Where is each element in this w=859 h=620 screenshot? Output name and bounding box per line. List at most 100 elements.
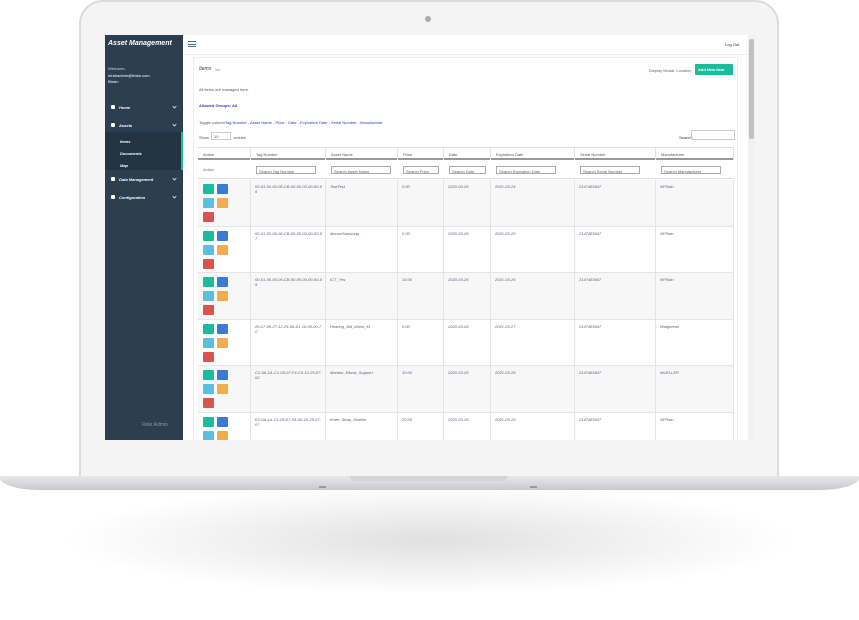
header-cell[interactable]: Price (398, 148, 444, 160)
menu-item[interactable]: Data Management (119, 177, 154, 182)
filter-input[interactable]: Search Manufacturer (661, 166, 721, 174)
submenu-bg (105, 132, 183, 170)
cell-text: 10.00 (402, 277, 413, 282)
filter-input[interactable]: Search Asset Name (331, 166, 391, 174)
table-cell: 2020-03-26 (444, 226, 491, 273)
menu-item[interactable]: Documents (120, 151, 142, 156)
cell-text: 2020-03-26 (448, 277, 469, 282)
table-cell: 2020-03-26 (444, 319, 491, 366)
cell-text: Walgreens (660, 323, 680, 329)
action-button[interactable] (217, 230, 228, 241)
menu-item[interactable]: Map (120, 163, 128, 168)
search-input[interactable] (691, 130, 735, 140)
filter-placeholder: Search Asset Name (334, 168, 370, 174)
action-button[interactable] (217, 184, 228, 194)
screen: Asset Management Welcome, ntrahadmin@trt… (105, 35, 755, 440)
add-button-label: Add New Item (698, 67, 725, 72)
filter-input[interactable]: Search Date (449, 166, 486, 174)
action-button[interactable] (203, 198, 214, 208)
display-modal[interactable]: Display Modal: Location (649, 68, 692, 73)
chevron (172, 104, 177, 109)
action-button[interactable] (203, 258, 214, 269)
action-button[interactable] (203, 244, 214, 255)
action-button[interactable] (217, 198, 228, 208)
menu-item[interactable]: Items (120, 139, 131, 144)
chevron (172, 176, 177, 181)
action-button[interactable] (217, 277, 228, 287)
user-email: ntrahadmin@trtain.com (108, 73, 150, 78)
action-button[interactable] (203, 305, 214, 315)
app-title: Asset Management (108, 40, 172, 47)
action-button[interactable] (203, 212, 214, 222)
table-cell: ICT_Yes (326, 273, 398, 320)
action-button[interactable] (203, 398, 214, 408)
table-cell: 2020-03-26 (444, 180, 491, 227)
cell-text: 2147483647 (579, 323, 602, 329)
filter-placeholder: Search Serial Number (583, 168, 623, 174)
action-button[interactable] (217, 370, 228, 380)
header-cell[interactable]: Asset Name (326, 148, 398, 160)
filter-input[interactable]: Search Expiration Date (496, 166, 556, 174)
toggle-links[interactable]: Tag Number - Asset Name - Price - Date -… (225, 120, 383, 125)
header-cell[interactable]: Serial Number (575, 148, 656, 160)
filter-placeholder: Search Date (452, 168, 475, 174)
cell-text: 0.00 (402, 230, 410, 236)
menu-toggle[interactable] (188, 41, 196, 47)
cell-text: NFRain (660, 416, 674, 422)
action-button[interactable] (203, 323, 214, 334)
action-button[interactable] (203, 430, 214, 440)
header-cell[interactable]: Action (198, 148, 251, 160)
table-cell: MUELLER (656, 366, 734, 413)
table-cell: 2020-03-26 (444, 366, 491, 413)
header-cell[interactable]: Tag Number (251, 148, 326, 160)
table-row: 00-01-00-00-06-CB-00-00-00-00-00-07 Mouse… (198, 226, 734, 273)
action-button[interactable] (203, 384, 214, 394)
table-cell: 2147483647 (575, 273, 656, 320)
table-cell: 2021-03-29 (491, 412, 575, 440)
cell-text: 2020-03-26 (448, 184, 469, 189)
action-button[interactable] (217, 430, 228, 440)
menu-item[interactable]: Assets (119, 123, 133, 128)
sidebar: Asset Management Welcome, ntrahadmin@trt… (105, 35, 183, 440)
filter-input[interactable]: Search Price (403, 166, 439, 174)
action-button[interactable] (203, 351, 214, 362)
table-row: E2-0A-1A-C1-05-07-FA-00-10-25-07-07 Knee_… (198, 412, 734, 440)
add-button[interactable]: Add New Item (695, 64, 733, 75)
table-cell: 2021-03-28 (491, 366, 575, 413)
page-size-select[interactable]: 10 (211, 132, 231, 140)
header-cell[interactable]: Date (444, 148, 491, 160)
header-cell[interactable]: Manufacturer (656, 148, 734, 160)
action-button[interactable] (203, 416, 214, 427)
action-button[interactable] (217, 416, 228, 427)
action-button[interactable] (217, 337, 228, 348)
action-button[interactable] (217, 291, 228, 301)
table-cell: Knee_Strap_Mueller (326, 412, 398, 440)
foot (530, 486, 537, 488)
filter-input[interactable]: Search Serial Number (580, 166, 640, 174)
cell-text: 2147483647 (579, 184, 602, 189)
cell-text: 00-01-00-00-06-CB-00-00-00-00-00-09 (255, 277, 322, 287)
action-button[interactable] (203, 337, 214, 348)
action-button[interactable] (217, 384, 228, 394)
action-button[interactable] (203, 184, 214, 194)
action-button[interactable] (203, 230, 214, 241)
table-cell: 2020-03-26 (444, 412, 491, 440)
logout[interactable]: Log Out (725, 42, 740, 47)
cell-text: Monitor_Elbow_Support (330, 370, 373, 375)
menu-item[interactable]: Configuration (119, 195, 146, 200)
filter-placeholder: Search Price (406, 168, 429, 174)
laptop-base (0, 476, 859, 490)
table-cell: NFRain (656, 412, 734, 440)
header-row: Action Tag Number Asset Name Price Date Expir… (198, 148, 734, 160)
menu-item[interactable]: Home (119, 105, 131, 110)
action-button[interactable] (203, 370, 214, 380)
filter-input[interactable]: Search Tag Number (256, 166, 316, 174)
action-button[interactable] (203, 291, 214, 301)
action-button[interactable] (217, 323, 228, 334)
action-cell (198, 180, 251, 227)
page-subtitle: list (215, 67, 220, 72)
action-button[interactable] (217, 244, 228, 255)
action-button[interactable] (203, 277, 214, 287)
table-row: 00-01-00-00-06-CB-00-00-00-00-00-09 ICT_Y… (198, 273, 734, 320)
header-cell[interactable]: Expiration Date (491, 148, 575, 160)
